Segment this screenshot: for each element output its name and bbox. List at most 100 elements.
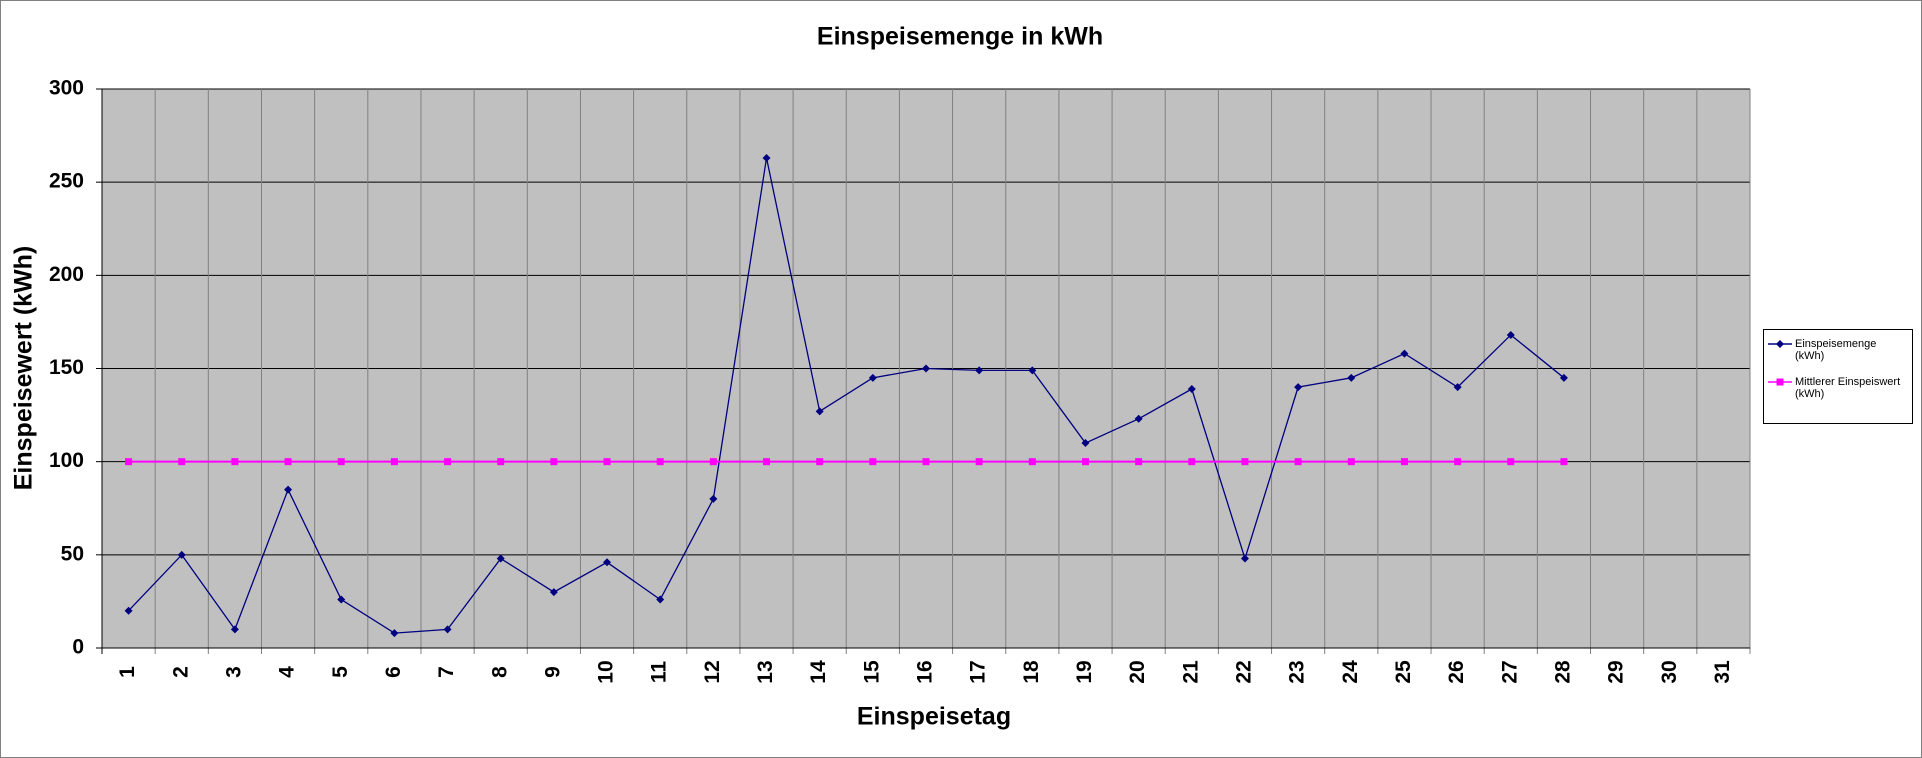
point [1453, 383, 1462, 392]
y-axis-label: Einspeisewert (kWh) [10, 246, 38, 491]
point [603, 558, 612, 567]
x-tick-label: 1 [116, 666, 139, 678]
x-tick-label: 10 [595, 660, 618, 683]
legend-key [1768, 340, 1792, 348]
point [231, 458, 239, 466]
point [1187, 384, 1196, 393]
point [1294, 458, 1302, 466]
y-tick-label: 250 [49, 170, 84, 193]
x-tick-label: 24 [1339, 660, 1362, 684]
point [1454, 458, 1462, 466]
x-tick-label: 8 [488, 666, 511, 678]
point [549, 588, 558, 597]
x-tick-label: 21 [1179, 660, 1202, 684]
x-tick-label: 2 [169, 666, 192, 678]
point [1507, 458, 1515, 466]
x-tick-label: 22 [1233, 660, 1256, 683]
x-tick-label: 12 [701, 660, 724, 683]
point [1241, 458, 1249, 466]
point [815, 407, 824, 416]
legend: Einspeisemenge (kWh) Mittlerer Einspeiswe… [1763, 329, 1913, 424]
point [1134, 414, 1143, 423]
point [443, 625, 452, 634]
x-tick-label: 16 [914, 660, 937, 683]
point [869, 458, 877, 466]
point [177, 550, 186, 559]
y-tick-label: 50 [61, 542, 84, 565]
x-tick-label: 19 [1073, 660, 1096, 683]
x-tick-label: 15 [860, 660, 883, 684]
point [1506, 330, 1515, 339]
point [390, 458, 398, 466]
point [496, 554, 505, 563]
point [709, 494, 718, 503]
point [1135, 458, 1143, 466]
x-tick-label: 14 [807, 660, 830, 684]
point [1294, 383, 1303, 392]
x-tick-label: 26 [1445, 660, 1468, 683]
point [1347, 373, 1356, 382]
x-tick-label: 17 [967, 660, 990, 683]
point [1028, 458, 1036, 466]
point [656, 595, 665, 604]
x-tick-label: 27 [1498, 660, 1521, 683]
point [1560, 458, 1568, 466]
point [337, 595, 346, 604]
x-tick-label: 3 [222, 666, 245, 678]
point [763, 458, 771, 466]
point [1240, 554, 1249, 563]
point [125, 458, 133, 466]
x-tick-label: 18 [1020, 660, 1043, 684]
legend-key [1768, 378, 1792, 386]
point [337, 458, 345, 466]
point [922, 364, 930, 373]
x-tick-label: 6 [382, 666, 405, 678]
x-tick-label: 13 [754, 660, 777, 683]
x-tick-label: 5 [329, 666, 352, 678]
x-tick-label: 30 [1658, 660, 1681, 683]
point [1559, 373, 1568, 382]
x-tick-label: 4 [276, 666, 299, 678]
point [284, 458, 292, 466]
x-axis-label: Einspeisetag [857, 703, 1011, 731]
x-tick-label: 9 [541, 666, 564, 678]
point [550, 458, 558, 466]
point [1028, 366, 1037, 375]
x-tick-label: 20 [1126, 660, 1149, 683]
point [975, 458, 983, 466]
point [922, 458, 930, 466]
x-tick-label: 29 [1605, 660, 1628, 683]
point [656, 458, 664, 466]
x-tick-label: 7 [435, 666, 458, 678]
legend-entry: Mittlerer Einspeiswert (kWh) [1768, 376, 1908, 400]
point [444, 458, 452, 466]
chart-title: Einspeisemenge in kWh [817, 23, 1103, 51]
x-tick-label: 23 [1286, 660, 1309, 683]
y-tick-label: 150 [49, 356, 84, 379]
point [1188, 458, 1196, 466]
point [1400, 349, 1409, 358]
legend-entry: Einspeisemenge (kWh) [1768, 338, 1908, 362]
point [284, 485, 293, 494]
x-tick-label: 25 [1392, 660, 1415, 684]
x-tick-label: 28 [1551, 660, 1574, 684]
legend-label: Mittlerer Einspeiswert (kWh) [1795, 376, 1901, 400]
x-tick-label: 31 [1711, 660, 1734, 684]
point [1347, 458, 1355, 466]
point [1081, 458, 1089, 466]
point [975, 366, 984, 375]
point [1081, 439, 1090, 448]
y-tick-label: 200 [49, 263, 84, 286]
point [230, 625, 239, 634]
point [816, 458, 824, 466]
legend-label: Einspeisemenge (kWh) [1795, 338, 1877, 362]
y-tick-label: 0 [72, 636, 84, 659]
point [762, 153, 771, 162]
point [390, 629, 399, 638]
point [124, 606, 133, 615]
y-tick-label: 300 [49, 77, 84, 100]
point [709, 458, 717, 466]
point [868, 373, 877, 382]
